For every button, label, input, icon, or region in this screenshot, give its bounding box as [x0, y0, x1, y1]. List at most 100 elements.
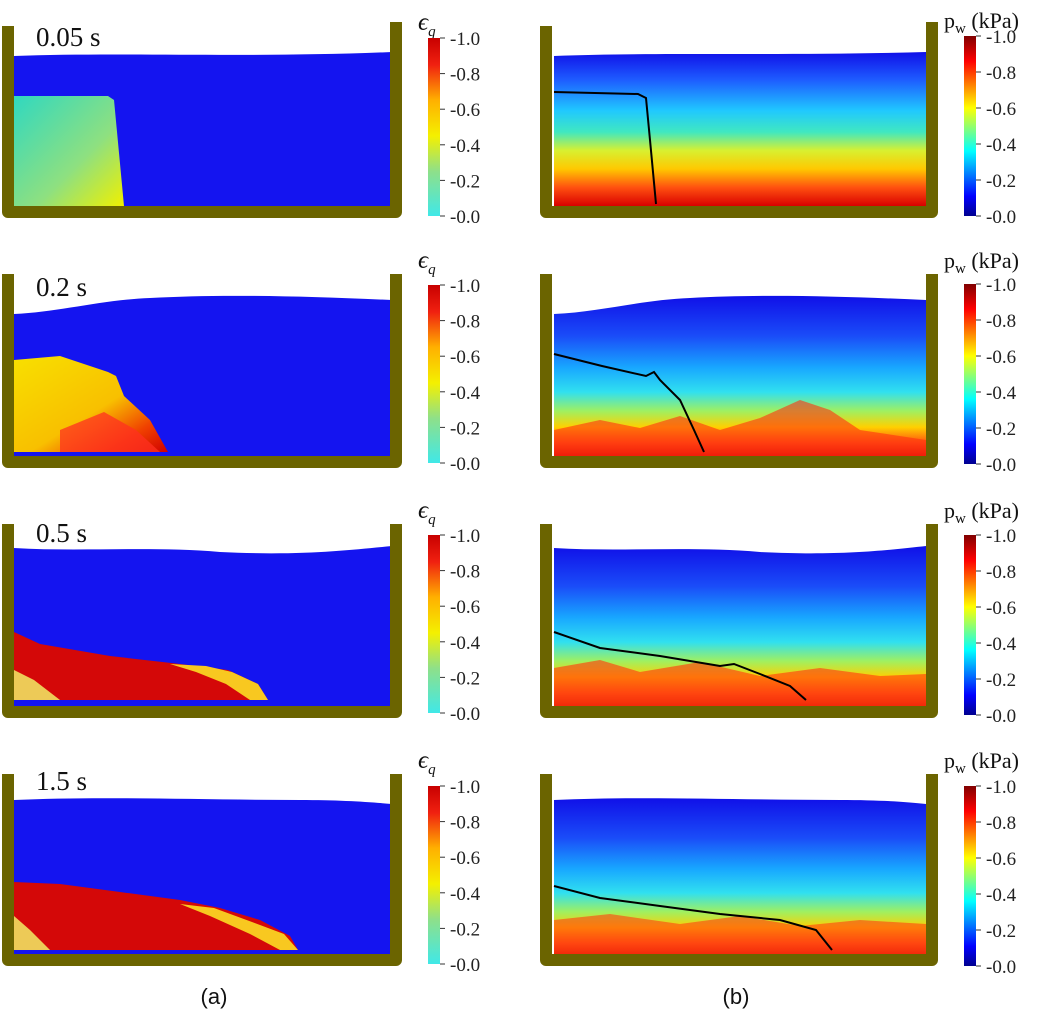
phreatic-line	[553, 885, 833, 951]
colorbar-tick-label: -0.2	[450, 919, 480, 940]
colorbar-tick-label: -1.0	[986, 526, 1016, 547]
colorbar-tick-label: -0.2	[450, 171, 480, 192]
colorbar-tick-label: -0.6	[450, 100, 480, 121]
phreatic-line	[553, 353, 705, 453]
colorbar-tick-label: -1.0	[450, 777, 480, 798]
colorbar-tick-label: -0.6	[986, 849, 1016, 870]
colorbar-tick-label: -0.2	[986, 171, 1016, 192]
container-wall	[2, 274, 402, 468]
left-colorbar-row-1: ϵq -1.0 -0.8 -0.6 -0.4 -0.2 -0.0	[418, 9, 481, 228]
right-panel-row-2	[540, 274, 938, 468]
container-wall	[540, 22, 938, 218]
right-colorbar-row-3: pw (kPa) -1.0 -0.8 -0.6 -0.4 -0.2 -0.0	[944, 498, 1019, 727]
colorbar-gradient	[964, 786, 976, 966]
pressure-turbulence	[554, 914, 926, 956]
left-colorbar-row-2: ϵq -1.0 -0.8 -0.6 -0.4 -0.2 -0.0	[418, 247, 481, 475]
soil-edge-highlight	[180, 904, 298, 950]
colorbar-tick-label: -0.0	[986, 455, 1016, 476]
colorbar-tick-label: -0.8	[450, 562, 480, 583]
phreatic-line	[553, 91, 657, 205]
colorbar-gradient	[428, 285, 440, 463]
time-label: 1.5 s	[36, 766, 87, 796]
right-colorbar-row-4: pw (kPa) -1.0 -0.8 -0.6 -0.4 -0.2 -0.0	[944, 748, 1019, 978]
colorbar-gradient	[964, 284, 976, 464]
soil-toe-zone	[14, 670, 60, 700]
colorbar-tick-label: -0.8	[450, 65, 480, 86]
container-wall	[2, 774, 402, 966]
left-panel-row-1: 0.05 s	[2, 22, 402, 218]
colorbar-title: pw (kPa)	[944, 498, 1019, 527]
right-colorbar-row-1: pw (kPa) -1.0 -0.8 -0.6 -0.4 -0.2 -0.0	[944, 8, 1019, 228]
pressure-turbulence	[554, 400, 926, 456]
colorbar-tick-label: -0.6	[986, 347, 1016, 368]
colorbar-ticks: -1.0 -0.8 -0.6 -0.4 -0.2 -0.0	[440, 777, 481, 976]
left-colorbar-row-4: ϵq -1.0 -0.8 -0.6 -0.4 -0.2 -0.0	[418, 747, 481, 976]
soil-edge-highlight	[170, 664, 268, 700]
colorbar-gradient	[428, 38, 440, 216]
colorbar-gradient	[964, 535, 976, 715]
pressure-field	[554, 546, 926, 706]
colorbar-tick-label: -0.0	[450, 207, 480, 228]
container-wall	[2, 524, 402, 718]
colorbar-gradient	[428, 535, 440, 713]
right-colorbar-row-2: pw (kPa) -1.0 -0.8 -0.6 -0.4 -0.2 -0.0	[944, 248, 1019, 476]
colorbar-ticks: -1.0 -0.8 -0.6 -0.4 -0.2 -0.0	[976, 275, 1017, 476]
colorbar-tick-label: -1.0	[986, 777, 1016, 798]
left-panel-row-2: 0.2 s	[2, 272, 402, 468]
panel-label-a: (a)	[201, 984, 228, 1009]
colorbar-tick-label: -0.4	[450, 383, 481, 404]
colorbar-tick-label: -0.6	[986, 598, 1016, 619]
colorbar-tick-label: -0.6	[450, 597, 480, 618]
colorbar-symbol: ϵq	[418, 247, 436, 278]
soil-failure-zone	[60, 412, 160, 452]
colorbar-tick-label: -0.8	[986, 311, 1016, 332]
colorbar-tick-label: -1.0	[450, 276, 480, 297]
colorbar-tick-label: -1.0	[450, 29, 480, 50]
pressure-turbulence	[554, 660, 926, 706]
colorbar-gradient	[964, 36, 976, 216]
colorbar-tick-label: -0.0	[450, 955, 480, 976]
colorbar-tick-label: -0.2	[986, 419, 1016, 440]
colorbar-gradient	[428, 786, 440, 964]
colorbar-tick-label: -0.0	[450, 454, 480, 475]
time-label: 0.05 s	[36, 22, 101, 52]
pressure-field	[554, 52, 926, 206]
soil-mass	[14, 882, 298, 950]
colorbar-tick-label: -0.2	[986, 921, 1016, 942]
colorbar-tick-label: -0.4	[986, 383, 1017, 404]
colorbar-tick-label: -1.0	[986, 275, 1016, 296]
colorbar-symbol: ϵq	[418, 9, 436, 40]
colorbar-tick-label: -0.8	[450, 813, 480, 834]
container-wall	[2, 22, 402, 218]
left-panel-row-4: 1.5 s	[2, 766, 402, 966]
right-panel-row-3	[540, 524, 938, 718]
colorbar-ticks: -1.0 -0.8 -0.6 -0.4 -0.2 -0.0	[976, 526, 1017, 727]
colorbar-ticks: -1.0 -0.8 -0.6 -0.4 -0.2 -0.0	[440, 276, 481, 475]
colorbar-tick-label: -1.0	[986, 27, 1016, 48]
soil-toe-zone	[14, 916, 50, 950]
colorbar-tick-label: -0.4	[450, 136, 481, 157]
colorbar-symbol: ϵq	[418, 497, 436, 528]
left-panel-row-3: 0.5 s	[2, 518, 402, 718]
colorbar-tick-label: -0.8	[450, 312, 480, 333]
colorbar-ticks: -1.0 -0.8 -0.6 -0.4 -0.2 -0.0	[440, 29, 481, 228]
soil-column	[14, 96, 124, 206]
colorbar-tick-label: -0.0	[450, 704, 480, 725]
phreatic-line	[553, 631, 807, 701]
colorbar-tick-label: -0.2	[986, 670, 1016, 691]
colorbar-symbol: ϵq	[418, 747, 436, 778]
colorbar-ticks: -1.0 -0.8 -0.6 -0.4 -0.2 -0.0	[976, 777, 1017, 978]
colorbar-tick-label: -0.0	[986, 957, 1016, 978]
colorbar-title: pw (kPa)	[944, 748, 1019, 777]
right-panel-row-1	[540, 22, 938, 218]
soil-mass	[14, 632, 268, 700]
right-panel-row-4	[540, 774, 938, 966]
colorbar-tick-label: -0.2	[450, 668, 480, 689]
left-colorbar-row-3: ϵq -1.0 -0.8 -0.6 -0.4 -0.2 -0.0	[418, 497, 481, 725]
container-wall	[540, 274, 938, 468]
panel-label-b: (b)	[723, 984, 750, 1009]
colorbar-tick-label: -0.8	[986, 562, 1016, 583]
colorbar-title: pw (kPa)	[944, 8, 1019, 37]
time-label: 0.2 s	[36, 272, 87, 302]
